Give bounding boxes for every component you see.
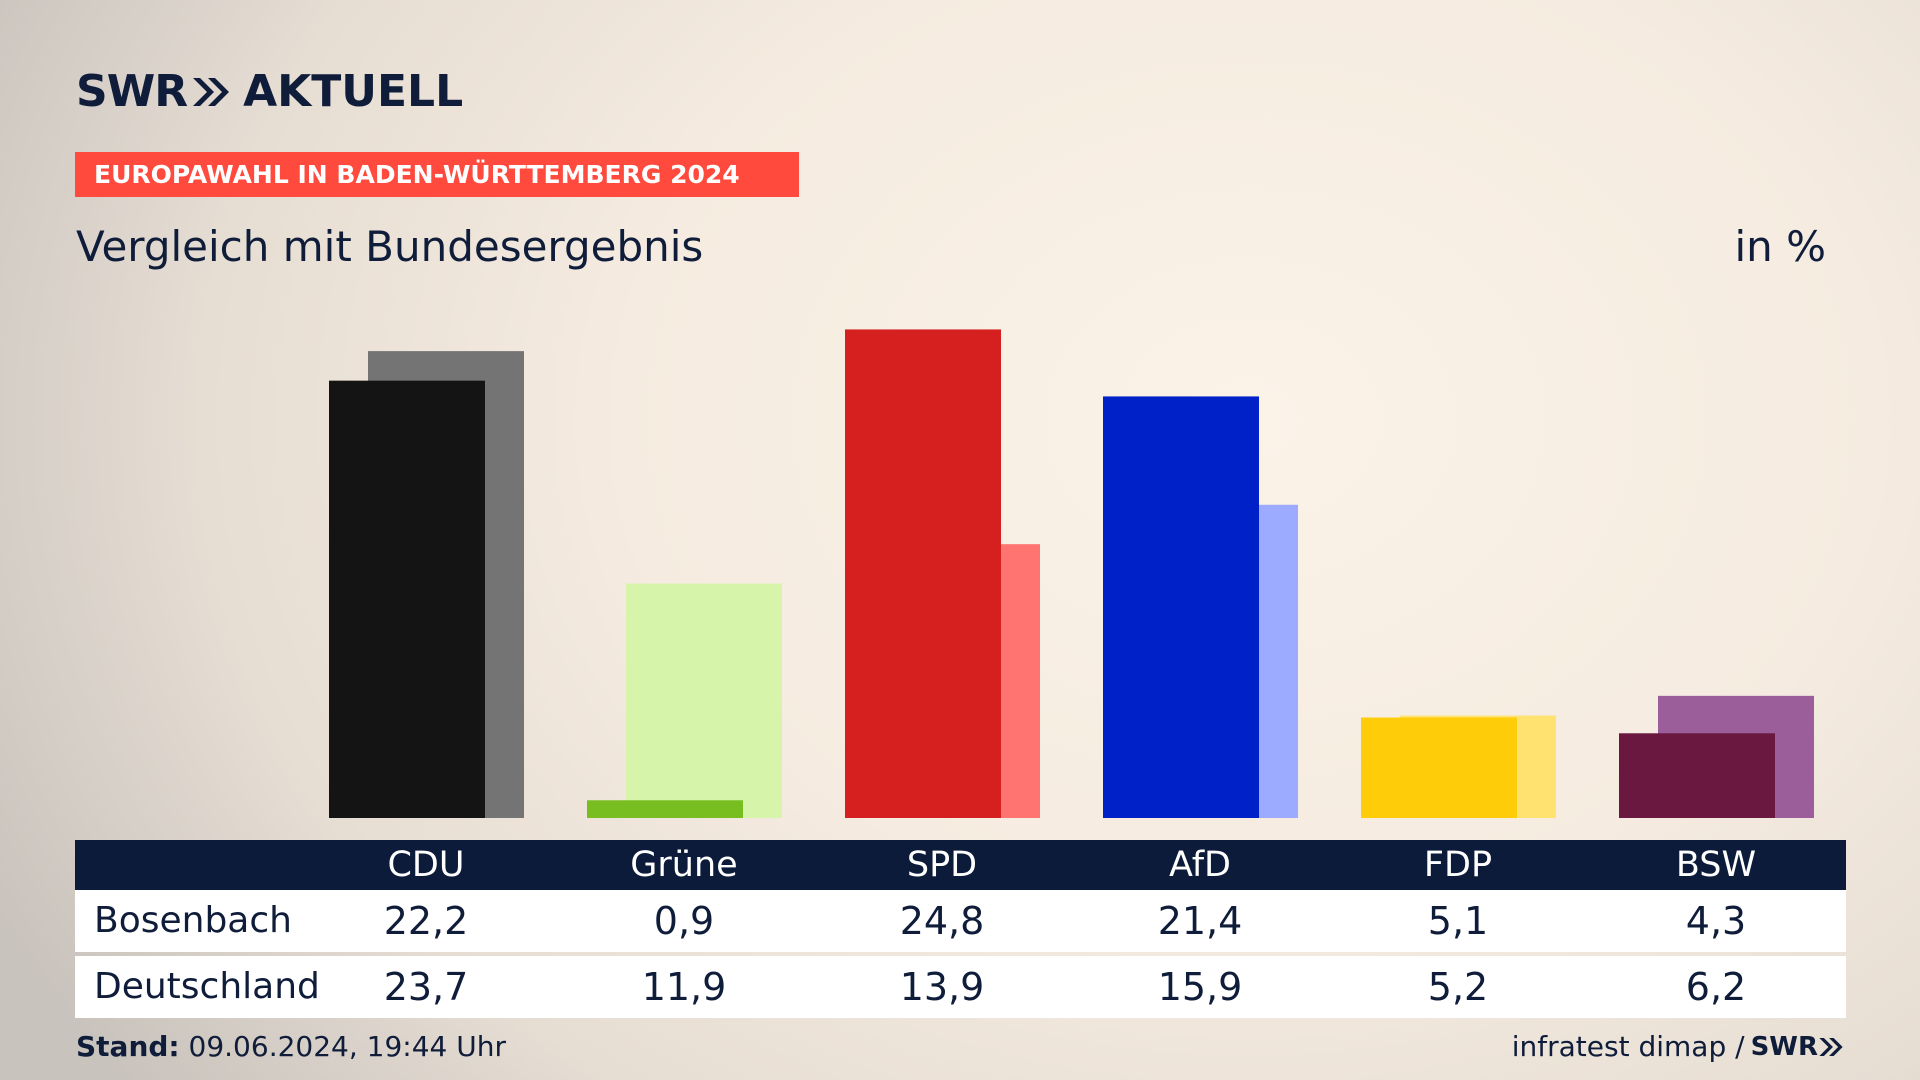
unit-label: in % (1734, 222, 1826, 271)
logo-swr-text: SWR (76, 66, 188, 117)
logo-aktuell-text: AKTUELL (243, 66, 464, 117)
source-logo: SWR (1751, 1032, 1844, 1062)
results-table: CDU Grüne SPD AfD FDP BSW Bosenbach 22,2 0,9 24… (75, 840, 1846, 1018)
source-logo-text: SWR (1750, 1031, 1818, 1062)
value-bosenbach-gr-ne: 0,9 (653, 899, 715, 943)
column-header-fdp: FDP (1423, 845, 1493, 885)
bar-bosenbach-gr-ne (587, 800, 743, 818)
value-bosenbach-fdp: 5,1 (1427, 899, 1489, 943)
value-deutschland-spd: 13,9 (899, 965, 985, 1009)
bar-bosenbach-spd (845, 329, 1001, 818)
value-bosenbach-bsw: 4,3 (1685, 899, 1747, 943)
bar-bosenbach-afd (1103, 396, 1259, 818)
swr-aktuell-logo: SWR AKTUELL (76, 66, 463, 117)
value-deutschland-fdp: 5,2 (1427, 965, 1489, 1009)
value-deutschland-gr-ne: 11,9 (641, 965, 727, 1009)
chart-title: Vergleich mit Bundesergebnis (76, 222, 704, 271)
bar-bosenbach-fdp (1361, 717, 1517, 818)
value-deutschland-afd: 15,9 (1157, 965, 1243, 1009)
bar-deutschland-gr-ne (626, 583, 782, 818)
stand-value: 09.06.2024, 19:44 Uhr (188, 1030, 506, 1063)
double-chevron-icon (1819, 1037, 1843, 1056)
table-header: CDU Grüne SPD AfD FDP BSW (75, 840, 1846, 890)
row-label-bosenbach: Bosenbach (94, 900, 292, 941)
bar-chart (329, 329, 1814, 818)
column-header-spd: SPD (906, 845, 978, 885)
value-deutschland-bsw: 6,2 (1685, 965, 1747, 1009)
source-text: infratest dimap / (1511, 1030, 1745, 1063)
table-row-bosenbach: Bosenbach 22,2 0,9 24,8 21,4 5,1 4,3 (75, 890, 1846, 952)
bar-bosenbach-cdu (329, 380, 485, 818)
row-label-deutschland: Deutschland (94, 966, 320, 1007)
value-bosenbach-afd: 21,4 (1157, 899, 1243, 943)
value-deutschland-cdu: 23,7 (383, 965, 469, 1009)
column-header-gr-ne: Grüne (630, 845, 738, 885)
source-credit: infratest dimap / SWR (1512, 1030, 1844, 1063)
column-header-afd: AfD (1169, 845, 1231, 885)
election-banner: EUROPAWAHL IN BADEN-WÜRTTEMBERG 2024 (75, 152, 799, 197)
column-header-bsw: BSW (1675, 845, 1757, 885)
value-bosenbach-cdu: 22,2 (383, 899, 469, 943)
column-header-cdu: CDU (387, 845, 465, 885)
bar-bosenbach-bsw (1619, 733, 1775, 818)
timestamp: Stand: 09.06.2024, 19:44 Uhr (76, 1030, 506, 1063)
stand-label: Stand: (76, 1030, 180, 1063)
table-row-deutschland: Deutschland 23,7 11,9 13,9 15,9 5,2 6,2 (75, 956, 1846, 1018)
value-bosenbach-spd: 24,8 (899, 899, 985, 943)
double-chevron-icon (193, 77, 230, 106)
